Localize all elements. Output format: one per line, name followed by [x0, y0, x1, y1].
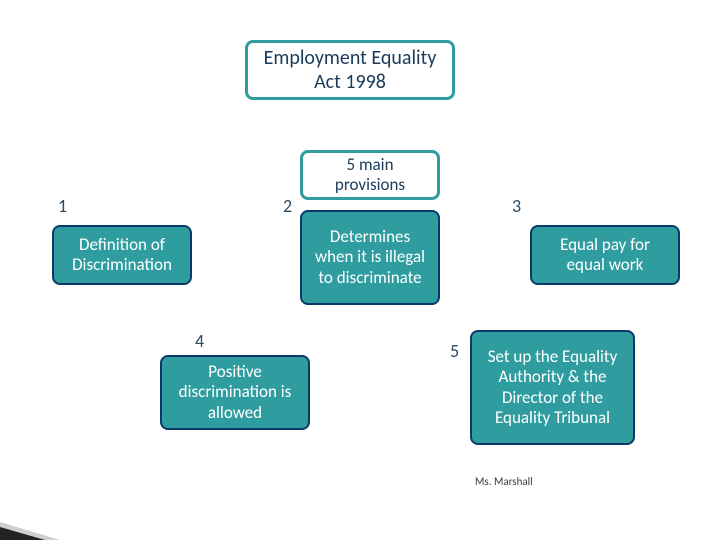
- box-equality-authority: Set up the Equality Authority & the Dire…: [470, 330, 635, 445]
- corner-accent-dark: [0, 527, 45, 540]
- subheading-text: 5 main provisions: [313, 155, 427, 196]
- box-determines: Determines when it is illegal to discrim…: [300, 210, 440, 305]
- box-definition-text: Definition of Discrimination: [64, 235, 180, 276]
- title-box: Employment Equality Act 1998: [245, 40, 455, 100]
- subheading-box: 5 main provisions: [300, 150, 440, 200]
- number-2: 2: [283, 195, 292, 217]
- box-equality-authority-text: Set up the Equality Authority & the Dire…: [482, 347, 623, 429]
- box-determines-text: Determines when it is illegal to discrim…: [312, 227, 428, 288]
- box-equal-pay-text: Equal pay for equal work: [542, 235, 668, 276]
- number-5: 5: [450, 340, 459, 362]
- box-equal-pay: Equal pay for equal work: [530, 225, 680, 285]
- title-text: Employment Equality Act 1998: [258, 46, 442, 94]
- footer-credit: Ms. Marshall: [475, 475, 533, 488]
- number-3: 3: [512, 195, 521, 217]
- number-4: 4: [195, 330, 204, 352]
- box-positive-text: Positive discrimination is allowed: [172, 362, 298, 423]
- box-positive: Positive discrimination is allowed: [160, 355, 310, 430]
- number-1: 1: [58, 195, 67, 217]
- box-definition: Definition of Discrimination: [52, 225, 192, 285]
